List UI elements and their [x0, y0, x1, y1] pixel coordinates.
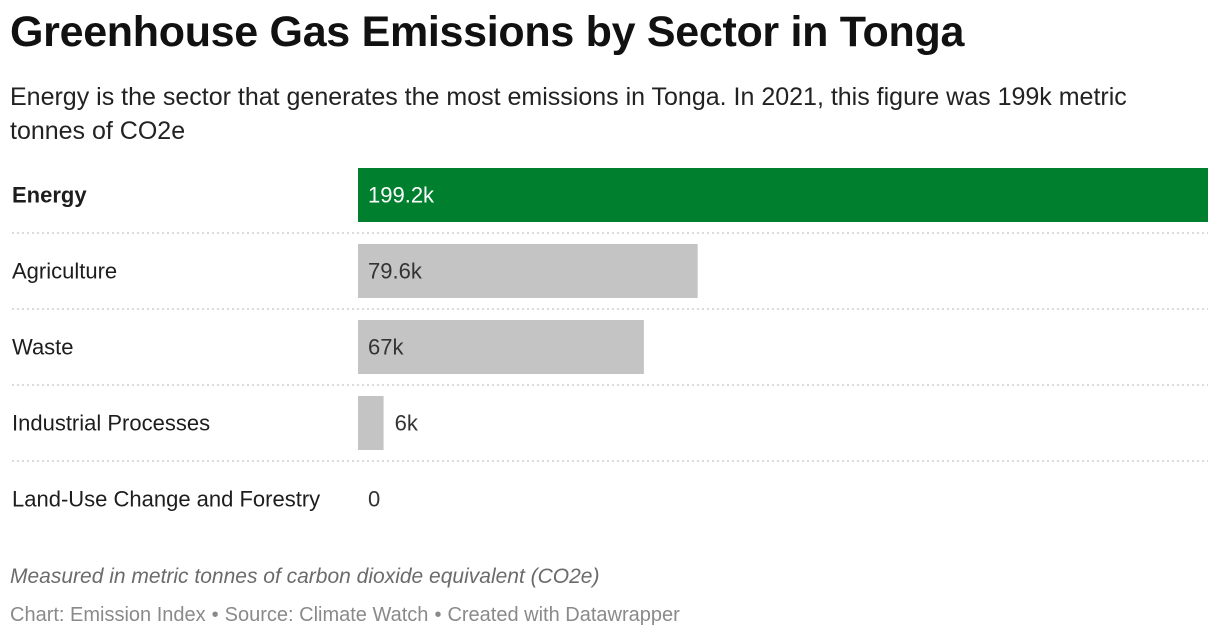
bar: [358, 396, 384, 450]
footer-separator: •: [211, 604, 219, 626]
category-label: Waste: [12, 335, 74, 360]
value-label: 0: [368, 487, 380, 512]
value-label: 199.2k: [368, 183, 435, 208]
chart-footer: Chart: Emission Index • Source: Climate Wa…: [10, 604, 680, 627]
bar: [358, 168, 1208, 222]
footer-separator: •: [434, 604, 442, 626]
chart-notes: Measured in metric tonnes of carbon diox…: [10, 565, 600, 588]
bar: [358, 244, 698, 298]
bar: [358, 320, 644, 374]
chart-title: Greenhouse Gas Emissions by Sector in To…: [10, 8, 965, 56]
category-label: Agriculture: [12, 259, 117, 284]
bar-chart: Energy 199.2k Agriculture 79.6k Waste 67k Indu…: [0, 160, 1220, 530]
value-label: 79.6k: [368, 259, 423, 284]
chart-credit: Chart: Emission Index: [10, 604, 206, 626]
category-label: Land-Use Change and Forestry: [12, 487, 320, 512]
created-with-credit: Created with Datawrapper: [447, 604, 680, 626]
source-credit: Source: Climate Watch: [224, 604, 429, 626]
value-label: 67k: [368, 335, 404, 360]
value-label: 6k: [395, 411, 419, 436]
category-label: Industrial Processes: [12, 411, 210, 436]
bar-chart-svg: Energy 199.2k Agriculture 79.6k Waste 67k Indu…: [12, 168, 1208, 512]
chart-subtitle: Energy is the sector that generates the …: [10, 83, 1127, 145]
category-label: Energy: [12, 183, 87, 208]
